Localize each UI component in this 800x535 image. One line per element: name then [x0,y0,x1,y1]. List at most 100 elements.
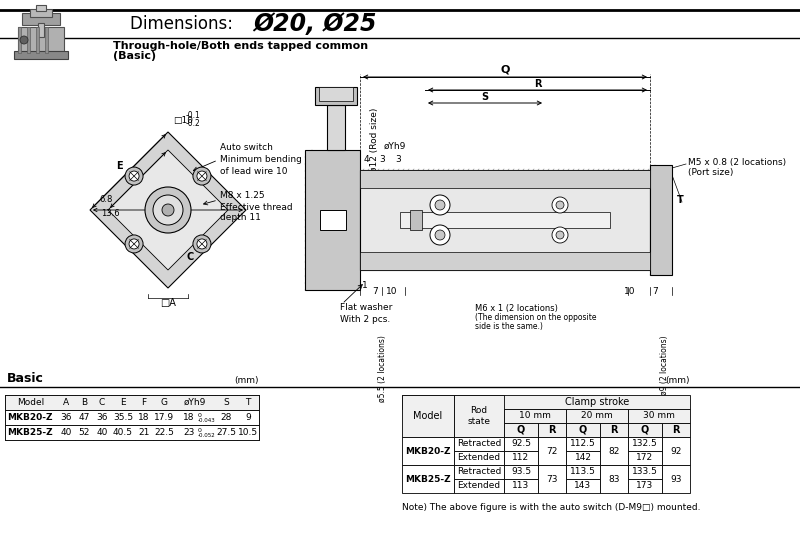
Text: 6.8: 6.8 [99,195,113,204]
Text: 3: 3 [379,156,385,164]
Circle shape [430,195,450,215]
Bar [504,409,566,423]
Bar [36,27,39,53]
Text: 82: 82 [608,447,620,455]
Text: 20 mm: 20 mm [581,411,613,421]
Circle shape [197,239,207,249]
Text: Auto switch: Auto switch [220,143,273,152]
Text: 40: 40 [60,428,72,437]
Text: 113: 113 [512,482,530,491]
Text: 133.5: 133.5 [632,468,658,477]
Bar [504,451,538,465]
Text: 7: 7 [652,287,658,296]
Bar [5,395,259,410]
Text: 36: 36 [60,413,72,422]
Bar [538,465,566,493]
Text: Retracted: Retracted [457,468,501,477]
Circle shape [197,171,207,181]
Bar [315,87,357,105]
Bar [22,13,60,25]
Text: 10: 10 [386,287,398,296]
Text: øYh9: øYh9 [384,141,406,150]
Text: 40.5: 40.5 [113,428,133,437]
Bar [566,437,600,451]
Text: (mm): (mm) [234,376,259,385]
Text: Q: Q [579,425,587,435]
Text: □10: □10 [173,116,193,125]
Bar [504,465,538,479]
Text: Clamp stroke: Clamp stroke [565,397,629,407]
Text: øG: øG [327,213,337,227]
Text: 23: 23 [183,428,194,437]
Text: 47: 47 [78,413,90,422]
Text: 132.5: 132.5 [632,439,658,448]
Text: 7: 7 [372,287,378,296]
Bar [5,410,259,425]
Bar [454,437,504,451]
Circle shape [125,167,143,185]
Bar [38,23,44,37]
Text: ø12 (Rod size): ø12 (Rod size) [370,108,379,172]
Bar [360,170,650,270]
Text: 36: 36 [96,413,108,422]
Text: With 2 pcs.: With 2 pcs. [340,315,390,324]
Bar [320,210,346,230]
Bar [628,409,690,423]
Bar [18,27,64,53]
Text: 112.5: 112.5 [570,439,596,448]
Polygon shape [90,132,246,288]
Text: 113.5: 113.5 [570,468,596,477]
Text: Ø20, Ø25: Ø20, Ø25 [253,12,377,36]
Bar [402,395,454,437]
Bar [305,150,360,290]
Text: 28: 28 [220,413,232,422]
Text: 0: 0 [198,413,202,418]
Circle shape [193,235,211,253]
Text: Retracted: Retracted [457,439,501,448]
Bar [566,465,600,479]
Text: 52: 52 [78,428,90,437]
Text: -0.043: -0.043 [198,418,216,423]
Text: F: F [142,398,146,407]
Circle shape [552,227,568,243]
Text: 13.6: 13.6 [101,210,119,218]
Bar [538,437,566,465]
Text: 35.5: 35.5 [113,413,133,422]
Text: Effective thread: Effective thread [220,203,293,211]
Text: 17.9: 17.9 [154,413,174,422]
Text: 4: 4 [363,156,369,164]
Circle shape [162,204,174,216]
Text: 143: 143 [574,482,591,491]
Text: C: C [186,252,194,262]
Text: C: C [99,398,105,407]
Text: A: A [63,398,69,407]
Text: 10.5: 10.5 [238,428,258,437]
Text: R: R [534,79,542,89]
Circle shape [552,197,568,213]
Bar [600,465,628,493]
Text: Model: Model [414,411,442,421]
Bar [504,423,538,437]
Text: -0.052: -0.052 [198,433,216,438]
Text: 1: 1 [362,280,368,289]
Text: T: T [677,195,683,205]
Text: T: T [246,398,250,407]
Text: Flat washer: Flat washer [340,303,392,312]
Bar [402,395,690,409]
Text: 10: 10 [624,287,636,296]
Bar [504,437,538,451]
Bar [45,27,48,53]
Text: Q: Q [517,425,525,435]
Text: 112: 112 [513,454,530,462]
Circle shape [153,195,183,225]
Text: E: E [116,161,122,171]
Text: □A: □A [160,298,176,308]
Bar [402,465,454,493]
Circle shape [129,239,139,249]
Text: G: G [161,398,167,407]
Text: Basic: Basic [7,372,44,385]
Bar [566,423,600,437]
Text: of lead wire 10: of lead wire 10 [220,166,287,175]
Bar [360,170,650,188]
Text: 93.5: 93.5 [511,468,531,477]
